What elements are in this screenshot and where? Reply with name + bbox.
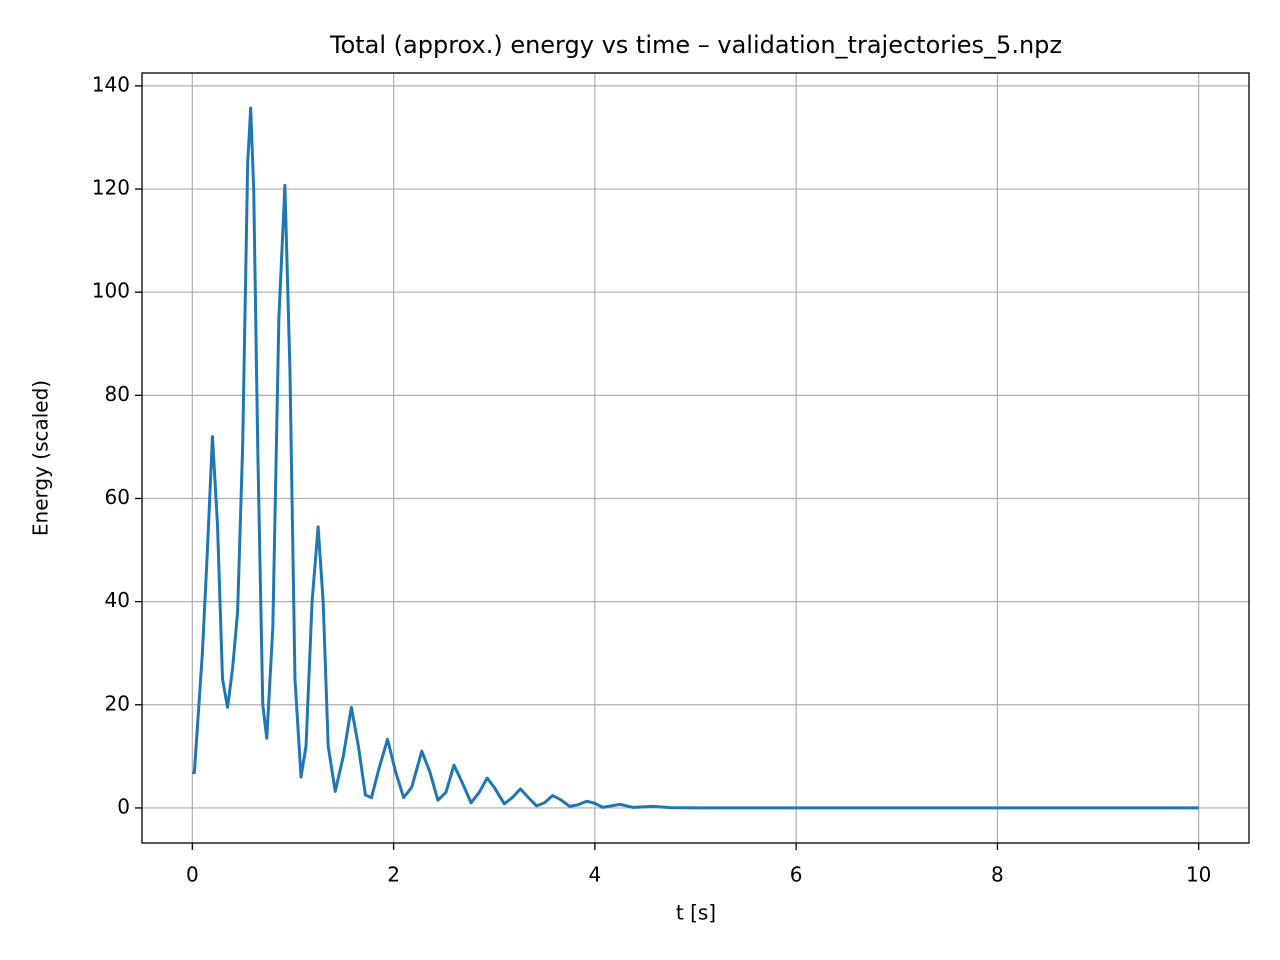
chart-title: Total (approx.) energy vs time – validat… — [329, 31, 1062, 59]
x-tick-label: 6 — [790, 863, 803, 887]
x-tick-label: 0 — [186, 863, 199, 887]
x-tick-label: 8 — [991, 863, 1004, 887]
y-tick-label: 140 — [92, 72, 130, 96]
y-tick-label: 80 — [105, 382, 130, 406]
x-tick-label: 2 — [387, 863, 400, 887]
y-tick-label: 60 — [105, 485, 130, 509]
axes-frame — [141, 72, 1250, 844]
series-line — [191, 106, 1199, 810]
y-tick-label: 0 — [117, 794, 130, 818]
y-tick-label: 40 — [105, 588, 130, 612]
y-tick-label: 120 — [92, 176, 130, 200]
y-tick-label: 20 — [105, 691, 130, 715]
y-tick-label: 100 — [92, 279, 130, 303]
x-tick-label: 10 — [1186, 863, 1211, 887]
y-axis-label: Energy (scaled) — [29, 380, 53, 536]
x-axis-label: t [s] — [676, 901, 716, 925]
x-tick-label: 4 — [588, 863, 601, 887]
